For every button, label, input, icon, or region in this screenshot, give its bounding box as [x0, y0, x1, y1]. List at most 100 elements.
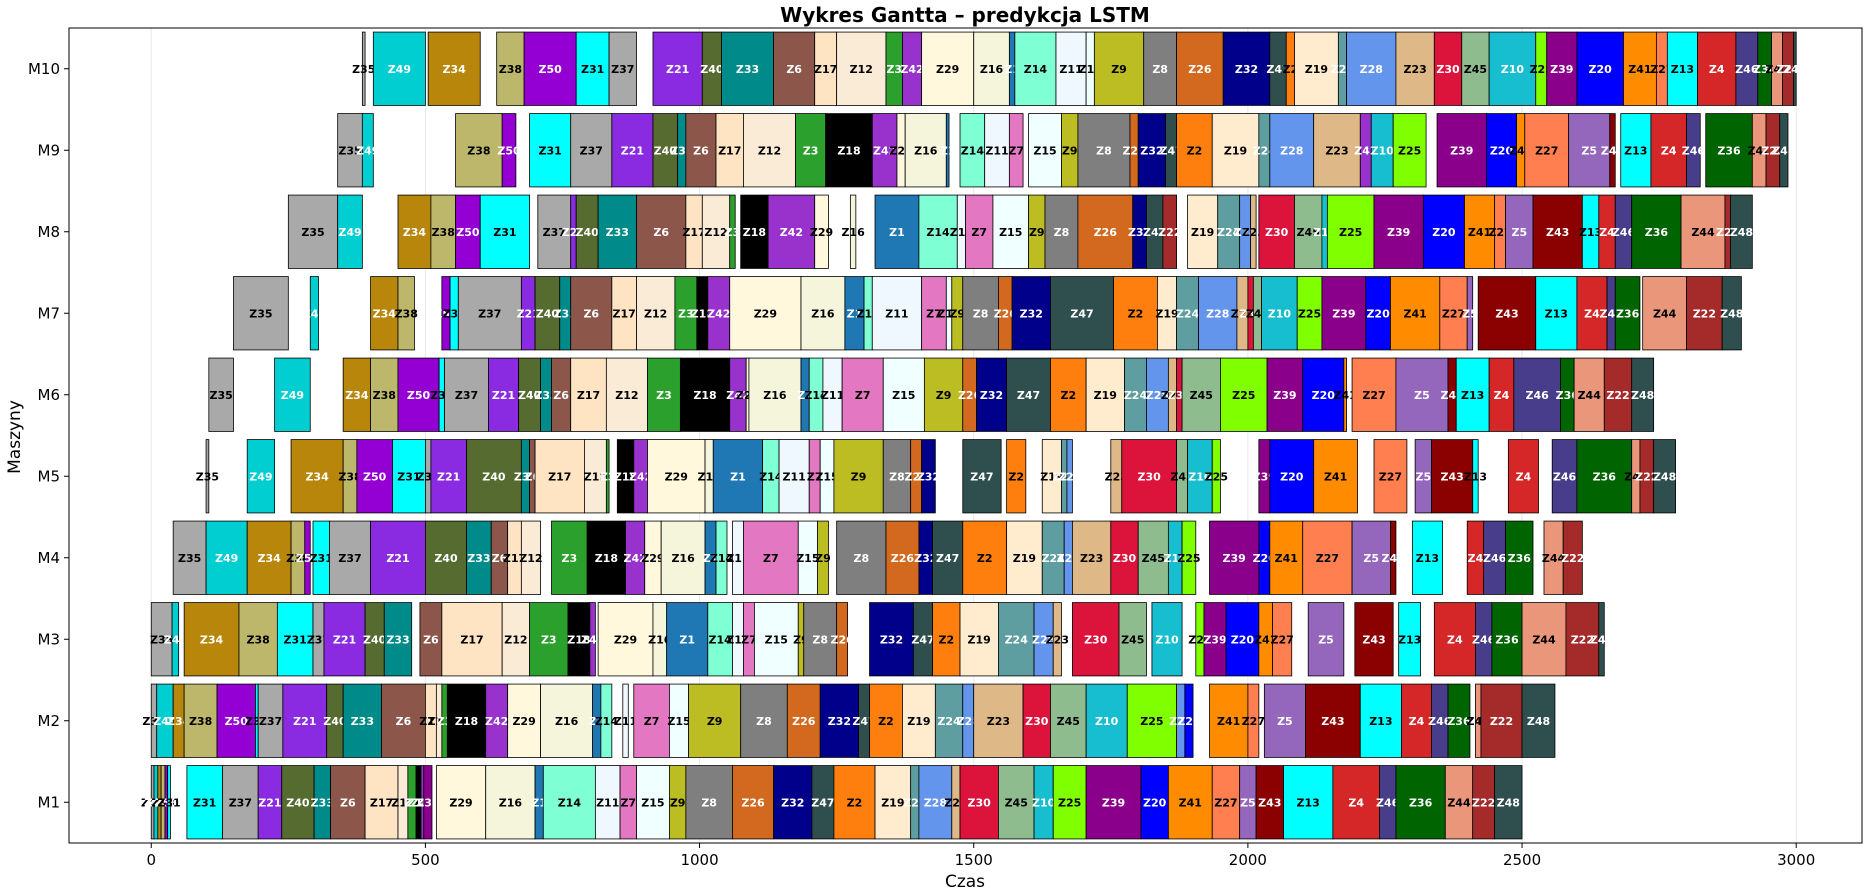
- task-label-z24: Z24: [1005, 633, 1029, 646]
- task-bar-z32: [819, 683, 859, 758]
- task-bar-z37: [329, 520, 371, 595]
- task-bar-z43: [1305, 683, 1361, 758]
- task-label-z8: Z8: [973, 307, 989, 320]
- task-bar-z31: [392, 439, 426, 514]
- task-label-z8: Z8: [701, 796, 717, 809]
- task-label-z24: Z24: [1124, 389, 1148, 402]
- chart-title: Wykres Gantta – predykcja LSTM: [780, 3, 1150, 27]
- task-bar-z27: [1373, 439, 1408, 514]
- task-bar-z48: [1598, 602, 1605, 677]
- task-label-z28: Z28: [1032, 633, 1055, 646]
- task-bar-z12: [605, 357, 648, 432]
- task-bar-z49: [361, 113, 374, 188]
- task-label-z17: Z17: [503, 552, 526, 565]
- task-bar-z35: [172, 520, 207, 595]
- task-label-z9: Z9: [936, 389, 952, 402]
- task-bar-z17: [715, 113, 744, 188]
- task-bar-z43: [1431, 439, 1474, 514]
- task-label-z13: Z13: [1545, 307, 1568, 320]
- task-label-z19: Z19: [1305, 63, 1328, 76]
- task-label-z16: Z16: [980, 63, 1004, 76]
- task-label-z19: Z19: [1155, 307, 1178, 320]
- task-bar-z2: [1113, 276, 1158, 351]
- task-bar-z15: [636, 765, 670, 840]
- task-bar-z14: [918, 194, 958, 269]
- task-bar-z33: [342, 683, 382, 758]
- task-label-z20: Z20: [1589, 63, 1613, 76]
- task-label-z26: Z26: [1094, 226, 1118, 239]
- task-label-z16: Z16: [555, 715, 579, 728]
- task-bar-z20: [1184, 683, 1194, 758]
- task-label-z27: Z27: [1316, 552, 1339, 565]
- task-label-z34: Z34: [345, 389, 369, 402]
- task-label-z7: Z7: [741, 633, 757, 646]
- task-label-z24: Z24: [1176, 307, 1200, 320]
- task-bar-z5: [1505, 194, 1534, 269]
- task-bar-z49: [274, 357, 311, 432]
- task-label-z7: Z7: [926, 307, 942, 320]
- task-label-z14: Z14: [595, 715, 619, 728]
- task-bar-z5: [1307, 602, 1345, 677]
- task-bar-z31: [479, 194, 530, 269]
- task-label-z46: Z46: [1612, 226, 1636, 239]
- task-bar-z29: [597, 602, 654, 677]
- task-bar-z49: [205, 520, 248, 595]
- task-label-z32: Z32: [980, 389, 1003, 402]
- task-bar-z32: [1137, 113, 1167, 188]
- task-label-z5: Z5: [1240, 796, 1256, 809]
- task-bar-z48: [1730, 194, 1753, 269]
- task-label-z1: Z1: [730, 470, 746, 483]
- task-label-z8: Z8: [853, 552, 869, 565]
- task-bar-z23: [1072, 520, 1112, 595]
- task-label-z44: Z44: [1542, 552, 1566, 565]
- task-bar-z41: [1167, 765, 1213, 840]
- task-label-z30: Z30: [1025, 715, 1049, 728]
- task-label-z22: Z22: [1761, 144, 1784, 157]
- task-label-z13: Z13: [1369, 715, 1392, 728]
- task-label-z35: Z35: [210, 389, 233, 402]
- task-label-z15: Z15: [641, 796, 664, 809]
- task-label-z38: Z38: [189, 715, 212, 728]
- task-label-z2: Z2: [977, 552, 993, 565]
- task-label-z11: Z11: [614, 715, 637, 728]
- task-bar-z36: [1395, 765, 1446, 840]
- task-label-z6: Z6: [693, 144, 709, 157]
- task-label-z42: Z42: [485, 715, 508, 728]
- task-label-z48: Z48: [1772, 144, 1795, 157]
- x-tick-label: 0: [146, 851, 156, 869]
- task-label-z8: Z8: [1152, 63, 1168, 76]
- task-label-z39: Z39: [1223, 552, 1246, 565]
- task-bar-z40: [534, 276, 561, 351]
- task-label-z6: Z6: [786, 63, 802, 76]
- task-label-z43: Z43: [1601, 144, 1624, 157]
- task-label-z38: Z38: [499, 63, 522, 76]
- task-label-z23: Z23: [1403, 63, 1426, 76]
- task-bar-z13: [1411, 520, 1443, 595]
- task-bar-z7: [1008, 113, 1024, 188]
- task-label-z41: Z41: [1468, 226, 1491, 239]
- task-label-z23: Z23: [1325, 144, 1348, 157]
- task-bar-z5: [1351, 520, 1391, 595]
- task-label-z9: Z9: [1111, 63, 1127, 76]
- task-label-z33: Z33: [736, 63, 759, 76]
- task-label-z32: Z32: [1128, 226, 1151, 239]
- task-bar-z19: [1211, 113, 1260, 188]
- task-label-z26: Z26: [994, 307, 1018, 320]
- task-label-z36: Z36: [1753, 63, 1777, 76]
- task-bar-z45: [997, 765, 1035, 840]
- task-bar-z25: [1126, 683, 1178, 758]
- task-label-z9: Z9: [707, 715, 723, 728]
- y-tick-label: M7: [38, 304, 61, 322]
- task-bar-z19: [1294, 31, 1339, 106]
- task-label-z39: Z39: [1387, 226, 1410, 239]
- task-label-z27: Z27: [1362, 389, 1385, 402]
- task-bar-z45: [1050, 683, 1087, 758]
- task-label-z5: Z5: [1416, 470, 1432, 483]
- task-label-z28: Z28: [1280, 144, 1303, 157]
- task-bar-z7: [921, 276, 947, 351]
- task-label-z37: Z37: [455, 389, 478, 402]
- task-label-z35: Z35: [196, 470, 219, 483]
- task-bar-z19: [1187, 194, 1219, 269]
